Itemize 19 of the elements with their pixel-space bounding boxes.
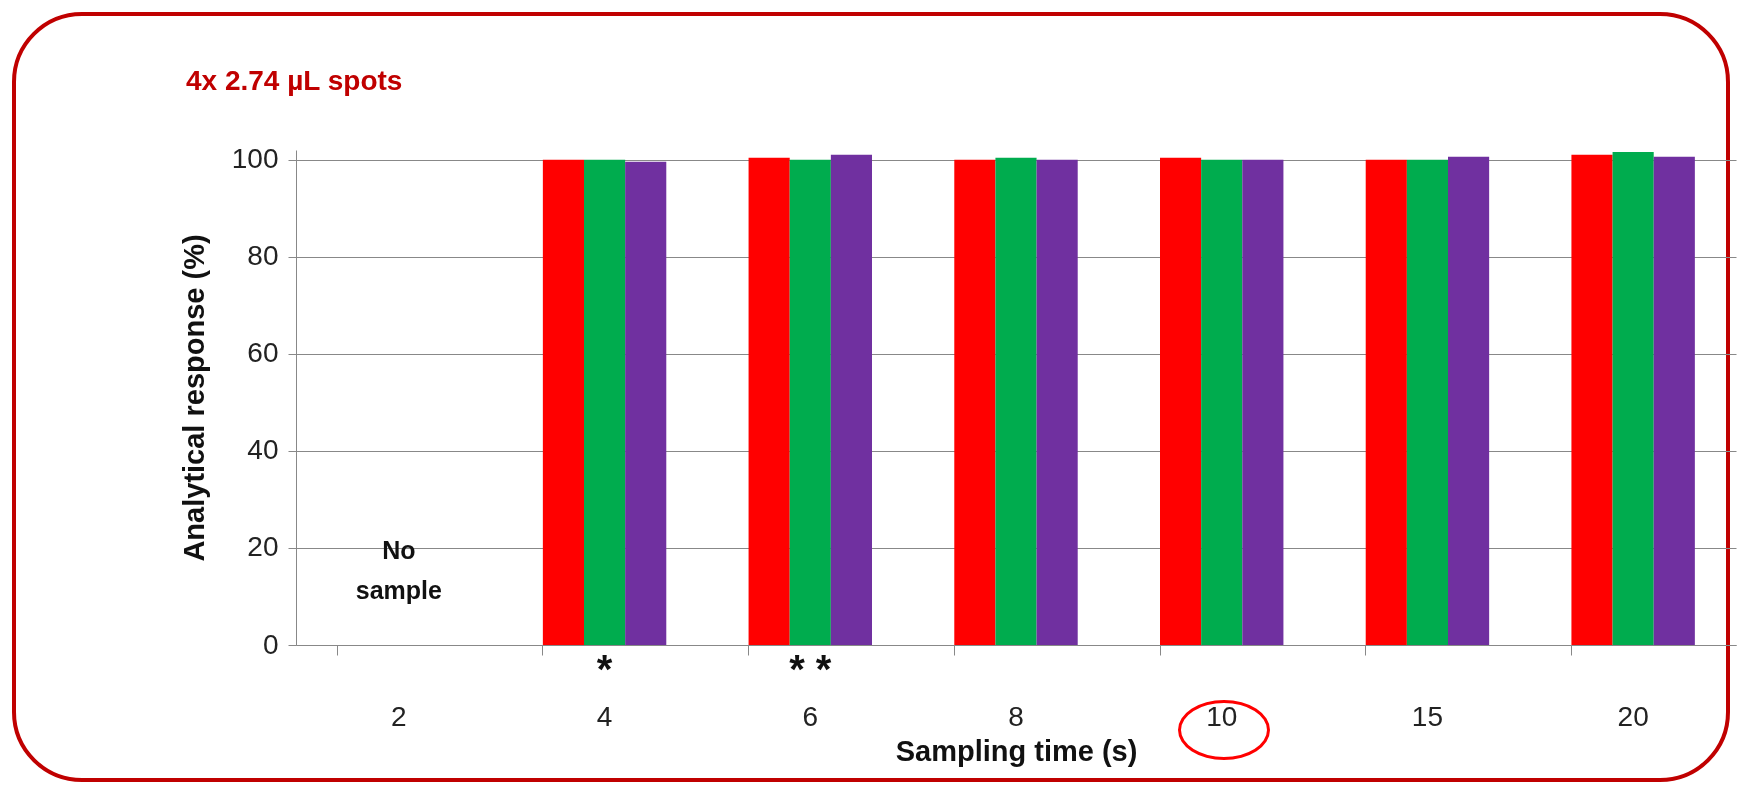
y-tick-label: 80 bbox=[247, 240, 279, 272]
y-tick-label: 0 bbox=[262, 628, 279, 660]
x-axis-title: Sampling time (s) bbox=[895, 734, 1138, 767]
text: * * bbox=[789, 647, 832, 691]
y-tick-label: 100 bbox=[231, 143, 279, 175]
y-tick-label: 20 bbox=[247, 531, 279, 563]
x-tick-label: 15 bbox=[1411, 700, 1444, 732]
y-tick-label: 60 bbox=[247, 337, 279, 369]
y-axis-title: Analytical response (%) bbox=[177, 234, 210, 562]
x-tick-label: 6 bbox=[802, 700, 819, 732]
x-tick-label: 20 bbox=[1617, 700, 1649, 732]
x-tick-label: 8 bbox=[1008, 700, 1024, 732]
x-tick-label: 4 bbox=[596, 700, 613, 732]
chart-title: 4x 2.74 µL spots bbox=[186, 64, 403, 96]
annotation: No sample bbox=[355, 535, 443, 604]
text: * bbox=[596, 647, 613, 691]
x-tick-label: 2 bbox=[391, 700, 407, 732]
x-tick-label: 10 bbox=[1206, 700, 1238, 732]
y-tick-label: 40 bbox=[247, 434, 279, 466]
